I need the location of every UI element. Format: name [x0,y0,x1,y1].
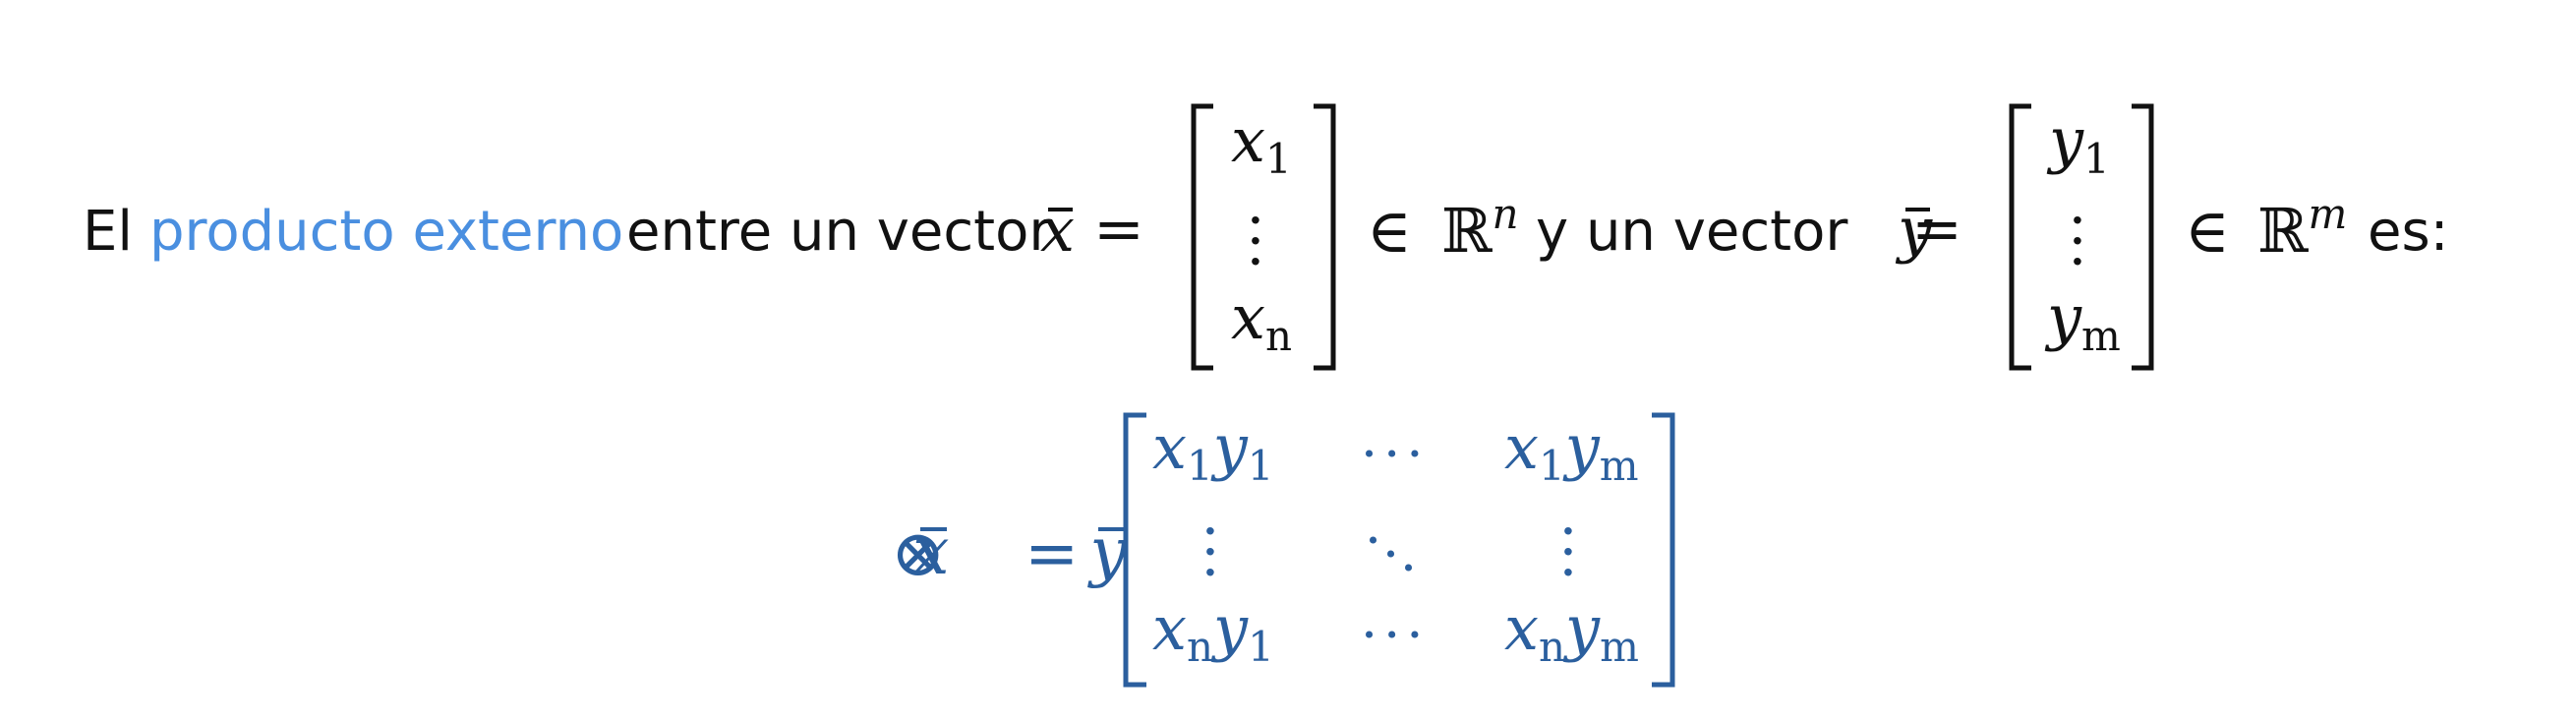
matrix-cell-r1c3: x1ym [1504,411,1639,490]
matrix-hdots-r3: ··· [1361,604,1430,666]
vector-x-last-base: x [1231,281,1265,353]
dim-n: n [1492,190,1519,238]
vector-y-last-base: y [2047,281,2082,353]
otimes-symbol: ⊗ [891,515,946,591]
matrix-cell-r3c1: xny1 [1152,592,1274,671]
vector-y-first: y1 [2049,110,2110,180]
vector-x-last: xn [1231,287,1292,357]
matrix-vdots-c1: · · · [1200,498,1220,606]
vector-y-first-base: y [2049,104,2084,176]
y-bar-symbol: y [1898,194,1933,266]
vector-x-first-sub: 1 [1264,135,1292,183]
element-of-2: ∈ [2185,195,2230,267]
vector-x-vdots: · · · [1246,187,1265,295]
vector-y-vdots: · · · [2068,187,2087,295]
x-bar-symbol: x [1040,194,1075,266]
equals-sign-2: = [1911,193,1962,265]
formula-equals: = [1025,515,1080,591]
word-el: El [83,200,133,264]
reals-glyph-1: ℝ [1441,195,1493,267]
vector-y-brackets [2009,103,2154,371]
reals-symbol-2: ℝm [2257,194,2347,262]
reals-glyph-2: ℝ [2257,195,2309,267]
word-es: es: [2368,200,2449,264]
vector-y-first-sub: 1 [2083,135,2110,183]
vector-y-last: ym [2047,287,2121,357]
formula-y-bar: y [1089,513,1127,589]
element-of-1: ∈ [1367,195,1412,267]
vector-x-first: x1 [1231,110,1292,180]
matrix-hdots-r1: ··· [1361,423,1430,485]
dim-m: m [2308,190,2348,238]
equals-sign-1: = [1093,193,1144,265]
matrix-brackets [1123,412,1675,688]
matrix-cell-r1c1: x1y1 [1152,411,1274,490]
word-y-un-vector: y un vector [1536,200,1848,264]
matrix-vdots-c3: · · · [1558,498,1578,606]
link-producto-externo[interactable]: producto externo [149,200,624,264]
vector-y-last-sub: m [2081,312,2121,360]
matrix-ddots: · · · [1365,510,1418,599]
formula-x-bar: x [912,513,950,589]
matrix-cell-r3c3: xnym [1504,592,1639,671]
reals-symbol-1: ℝn [1441,194,1519,262]
vector-x-first-base: x [1231,104,1265,176]
vector-x-brackets [1191,103,1336,371]
word-entre-un-vector: entre un vector [626,200,1052,264]
vector-x-last-sub: n [1264,312,1293,360]
